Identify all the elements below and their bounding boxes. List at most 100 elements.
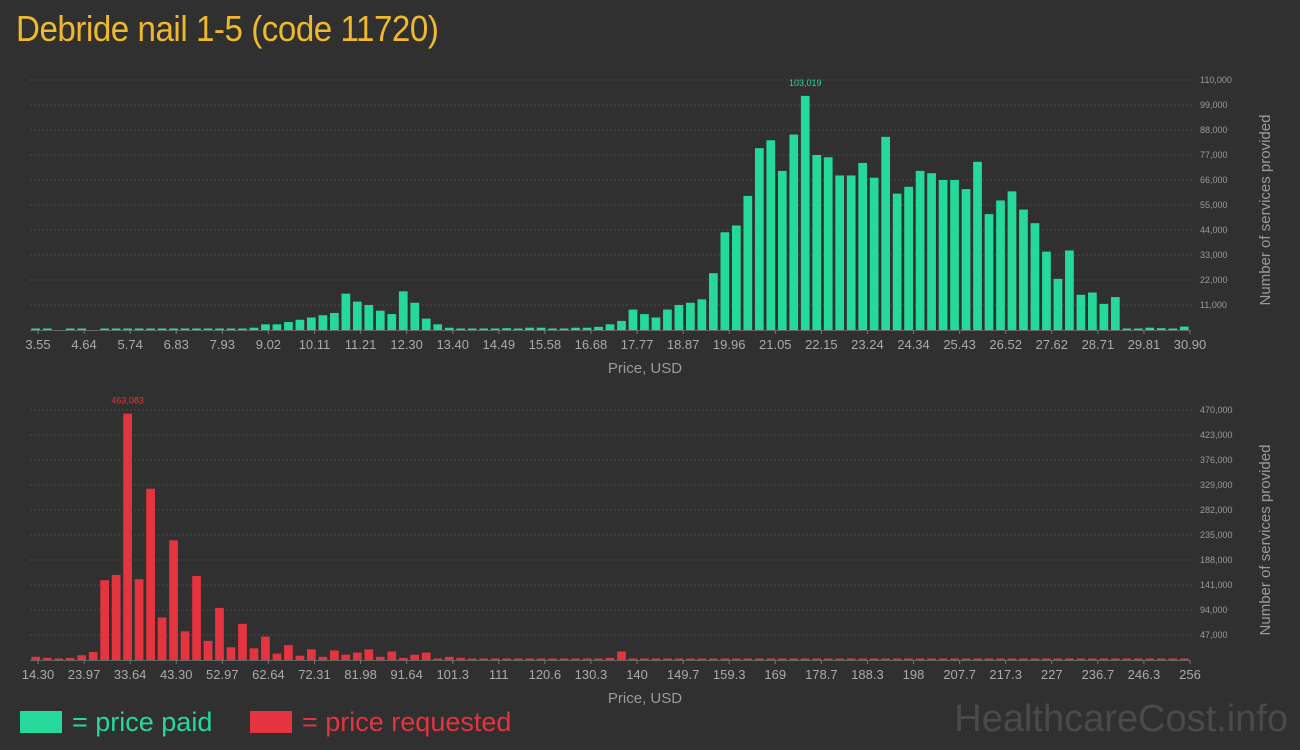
bar: [479, 328, 489, 330]
legend-price-requested: = price requested: [250, 704, 511, 740]
y-tick-label: 66,000: [1200, 175, 1228, 185]
bar: [134, 328, 144, 330]
bar: [938, 658, 948, 660]
bar: [215, 328, 224, 330]
bar: [146, 488, 155, 660]
bar: [617, 320, 626, 330]
bar: [490, 328, 500, 330]
y-tick-label: 110,000: [1200, 75, 1232, 85]
x-tick-label: 101.3: [436, 667, 469, 682]
bar: [502, 658, 511, 660]
legend-label-paid: = price paid: [72, 706, 213, 737]
x-tick-label: 5.74: [118, 337, 143, 352]
bar: [548, 658, 557, 660]
x-tick-label: 23.97: [68, 667, 101, 682]
bar: [651, 317, 661, 330]
x-tick-label: 7.93: [210, 337, 235, 352]
bar: [249, 327, 259, 330]
bar: [215, 607, 224, 660]
x-tick-label: 19.96: [713, 337, 746, 352]
y-tick-label: 376,000: [1200, 455, 1233, 465]
x-tick-label: 169: [764, 667, 786, 682]
bar: [54, 658, 64, 660]
bar: [1076, 658, 1086, 660]
x-tick-label: 111: [489, 667, 509, 682]
bar: [88, 652, 98, 660]
bar: [410, 302, 420, 330]
bar: [352, 301, 362, 330]
x-tick-label: 6.83: [164, 337, 189, 352]
bar: [536, 658, 546, 660]
bar: [226, 328, 236, 330]
bar: [284, 322, 293, 330]
x-tick-label: 16.68: [575, 337, 608, 352]
bar: [605, 657, 615, 660]
y-tick-label: 188,000: [1200, 555, 1233, 565]
x-tick-label: 33.64: [114, 667, 147, 682]
x-tick-label: 23.24: [851, 337, 884, 352]
y-tick-label: 235,000: [1200, 530, 1233, 540]
x-tick-label: 4.64: [71, 337, 96, 352]
bar: [1065, 658, 1074, 660]
bar: [961, 189, 971, 330]
x-tick-label: 91.64: [390, 667, 423, 682]
bar: [364, 649, 374, 660]
x-tick-label: 72.31: [298, 667, 331, 682]
bar: [1099, 658, 1109, 660]
bar: [203, 640, 213, 660]
bar: [387, 651, 397, 660]
x-tick-label: 140: [626, 667, 648, 682]
bar: [927, 658, 936, 660]
y-tick-label: 141,000: [1200, 580, 1233, 590]
peak-value-label: 463,083: [111, 396, 144, 406]
x-tick-label: 62.64: [252, 667, 285, 682]
x-tick-label: 43.30: [160, 667, 193, 682]
bar: [674, 658, 684, 660]
bar: [169, 540, 178, 660]
x-tick-label: 9.02: [256, 337, 281, 352]
bar: [571, 658, 580, 660]
x-tick-label: 12.30: [390, 337, 423, 352]
y-tick-label: 88,000: [1200, 125, 1228, 135]
chart-price-paid: 11,000 22,000 33,000 44,000 55,000 66,000 77,0…: [25, 75, 1274, 377]
x-tick-label: 27.62: [1035, 337, 1068, 352]
bar: [1076, 294, 1086, 330]
page-title: Debride nail 1-5 (code 11720): [16, 8, 439, 49]
x-tick-label: 236.7: [1082, 667, 1115, 682]
bar: [307, 317, 316, 330]
x-tick-label: 25.43: [943, 337, 976, 352]
bar: [686, 302, 695, 330]
bar: [594, 326, 603, 330]
bar: [31, 656, 41, 660]
bar: [1133, 328, 1143, 330]
bar: [869, 177, 879, 330]
bar: [766, 140, 776, 330]
bar: [915, 658, 925, 660]
y-tick-label: 33,000: [1200, 250, 1228, 260]
bar: [100, 328, 110, 330]
bar: [789, 658, 799, 660]
bar: [157, 328, 167, 330]
x-tick-label: 256: [1179, 667, 1201, 682]
bar: [812, 155, 822, 330]
bar: [663, 309, 672, 330]
bar: [858, 162, 868, 330]
x-tick-label: 24.34: [897, 337, 930, 352]
bar: [915, 170, 925, 330]
bar: [226, 647, 236, 660]
bar: [1110, 297, 1120, 330]
bar: [984, 214, 994, 330]
bar: [996, 200, 1005, 330]
bar: [1053, 278, 1063, 330]
bar: [754, 148, 764, 330]
bar: [892, 658, 902, 660]
bar: [398, 291, 408, 330]
bar: [203, 328, 213, 330]
y-tick-label: 77,000: [1200, 150, 1228, 160]
bar: [777, 658, 787, 660]
bar: [1122, 658, 1132, 660]
bar: [146, 328, 155, 330]
y-tick-label: 282,000: [1200, 505, 1233, 515]
bar: [238, 328, 247, 330]
bar: [341, 293, 351, 330]
